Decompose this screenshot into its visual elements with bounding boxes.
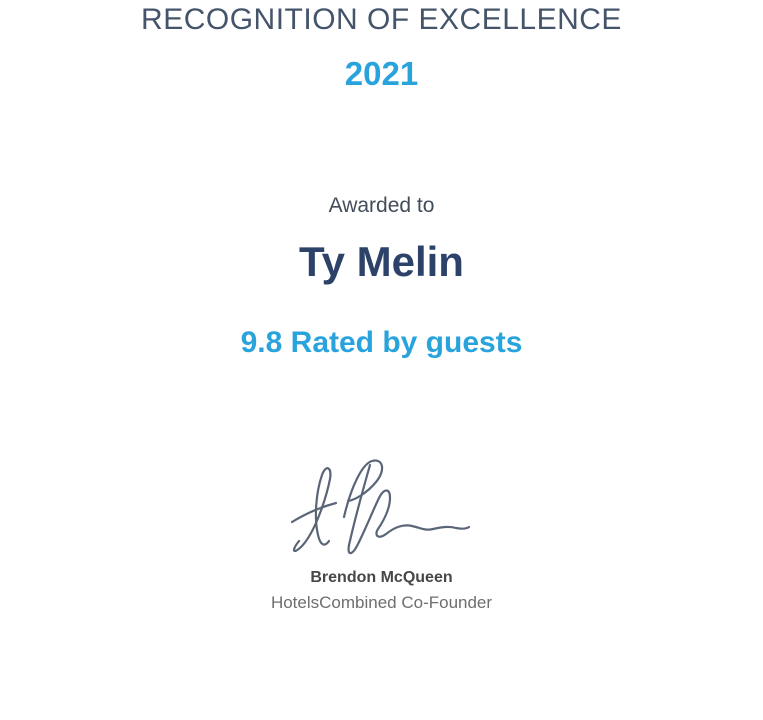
certificate-title: RECOGNITION OF EXCELLENCE — [141, 3, 622, 36]
awarded-to-label: Awarded to — [328, 194, 435, 217]
certificate-year: 2021 — [344, 55, 419, 92]
signature-icon — [291, 455, 471, 555]
signer-name: Brendon McQueen — [310, 569, 453, 586]
recipient-name: Ty Melin — [299, 238, 464, 285]
signer-title: HotelsCombined Co-Founder — [270, 593, 493, 612]
guest-rating-text: 9.8 Rated by guests — [240, 326, 523, 359]
